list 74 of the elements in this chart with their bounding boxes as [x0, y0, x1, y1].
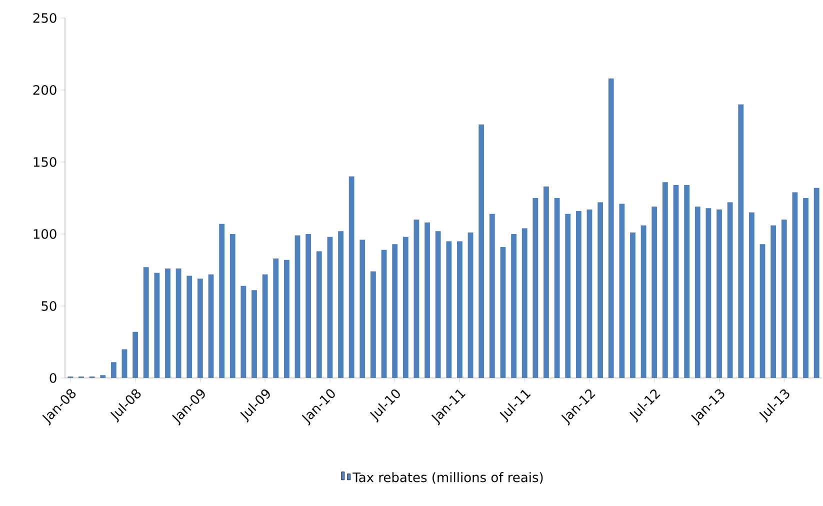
bar [176, 268, 182, 378]
bar [478, 124, 484, 378]
bar [706, 208, 712, 378]
bar [262, 274, 268, 378]
y-tick-label: 50 [42, 301, 56, 311]
bar [316, 251, 322, 378]
y-tick-label: 200 [33, 85, 56, 95]
bar [100, 375, 106, 378]
bar [500, 246, 506, 378]
bar [414, 220, 420, 378]
bar [457, 241, 462, 378]
bar [576, 210, 582, 378]
bar [122, 349, 128, 378]
bar [662, 182, 668, 378]
bar [640, 225, 646, 378]
bar [716, 210, 722, 378]
bar [306, 234, 312, 378]
bar [770, 225, 776, 378]
bar [446, 241, 452, 378]
bar [327, 236, 333, 378]
bar [544, 186, 549, 378]
bar [803, 198, 808, 378]
bar [565, 214, 571, 378]
bar [240, 286, 246, 378]
bar [208, 274, 214, 378]
bar [294, 235, 300, 378]
bar [435, 231, 441, 378]
bar [392, 244, 398, 378]
y-tick-label: 100 [34, 229, 56, 239]
bar [792, 192, 798, 378]
bar [186, 276, 192, 378]
bar [814, 188, 820, 378]
bar [586, 210, 592, 378]
y-tick-label: 0 [50, 373, 56, 383]
bar [738, 104, 744, 378]
bar [370, 271, 376, 378]
bar [360, 240, 366, 378]
bar [522, 228, 528, 378]
bar [132, 332, 138, 378]
bar [673, 185, 679, 378]
bar [598, 202, 604, 378]
bar [652, 206, 658, 378]
bar [284, 260, 290, 378]
bar [727, 202, 733, 378]
bar [154, 272, 160, 378]
bar [197, 278, 203, 378]
bar [219, 224, 225, 378]
bar [348, 176, 354, 378]
bar [511, 234, 516, 378]
bar [554, 198, 560, 378]
bar [230, 234, 236, 378]
bar [619, 204, 625, 378]
bar [273, 258, 279, 378]
bar [381, 250, 387, 378]
bar [468, 232, 474, 378]
y-tick-label: 250 [33, 13, 56, 23]
bar [608, 78, 614, 378]
bar [165, 268, 170, 378]
bar [760, 244, 766, 378]
bar [630, 232, 636, 378]
bar [781, 220, 787, 378]
bar [338, 231, 344, 378]
bar [532, 198, 538, 378]
bar [424, 222, 430, 378]
bar [143, 267, 149, 378]
bar [694, 206, 700, 378]
bar [684, 185, 690, 378]
bar [252, 290, 257, 378]
y-tick-label: 150 [34, 157, 56, 167]
legend-label: Tax rebates (millions of reais) [352, 472, 543, 484]
bar [489, 214, 495, 378]
bar [402, 236, 408, 378]
bar [110, 362, 116, 378]
bar [748, 212, 754, 378]
